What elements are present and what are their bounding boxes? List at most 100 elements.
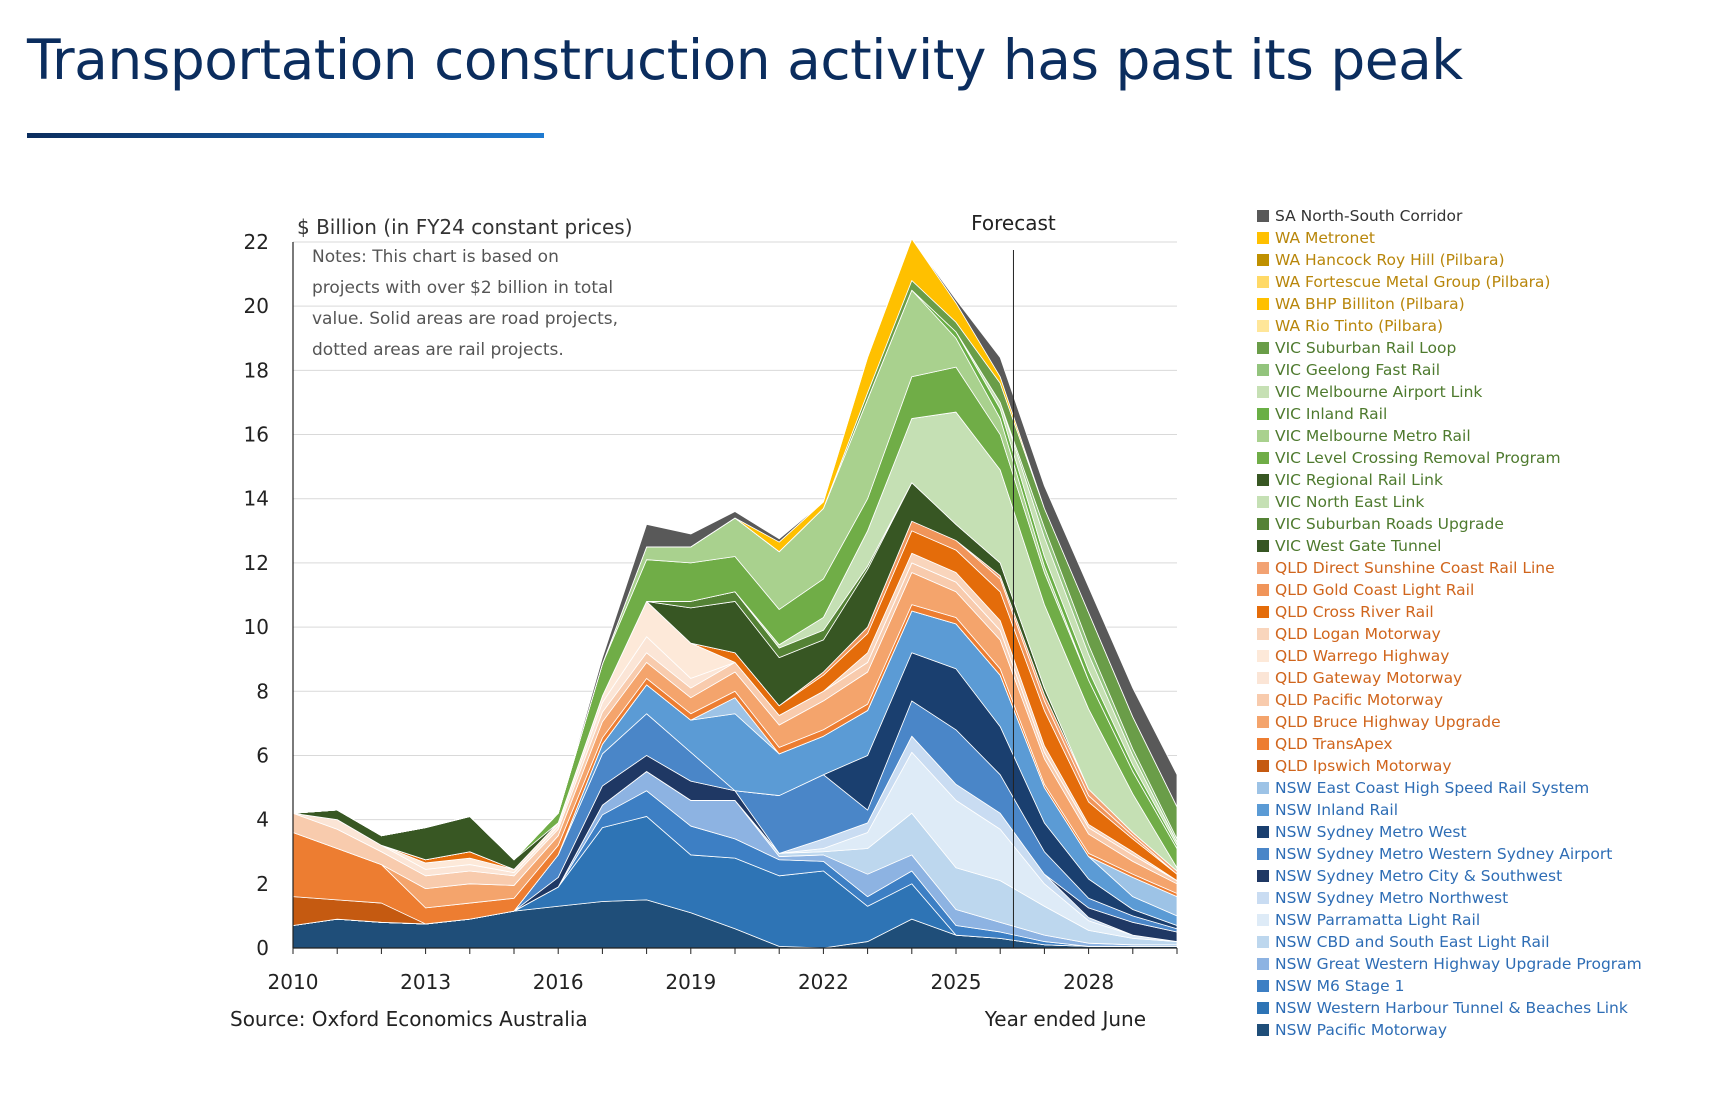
x-tick-label: 2013 bbox=[400, 970, 451, 994]
legend-item-qld-gateway-motorway: QLD Gateway Motorway bbox=[1257, 667, 1642, 689]
legend-label: QLD TransApex bbox=[1275, 735, 1393, 753]
legend-item-vic-west-gate-tunnel: VIC West Gate Tunnel bbox=[1257, 535, 1642, 557]
legend-item-qld-gold-coast-light-rail: QLD Gold Coast Light Rail bbox=[1257, 579, 1642, 601]
legend-label: VIC Regional Rail Link bbox=[1275, 471, 1443, 489]
legend-swatch bbox=[1257, 1024, 1269, 1036]
x-tick-label: 2016 bbox=[533, 970, 584, 994]
legend-item-vic-melbourne-airport-link: VIC Melbourne Airport Link bbox=[1257, 381, 1642, 403]
legend-item-qld-ipswich-motorway: QLD Ipswich Motorway bbox=[1257, 755, 1642, 777]
legend-label: VIC Suburban Rail Loop bbox=[1275, 339, 1457, 357]
chart-notes: Notes: This chart is based on projects wi… bbox=[312, 247, 618, 360]
legend-swatch bbox=[1257, 804, 1269, 816]
legend-label: WA Fortescue Metal Group (Pilbara) bbox=[1275, 273, 1551, 291]
legend-swatch bbox=[1257, 760, 1269, 772]
y-tick-label: 20 bbox=[244, 294, 269, 318]
legend-item-nsw-great-western-highway-upgrade-program: NSW Great Western Highway Upgrade Progra… bbox=[1257, 953, 1642, 975]
legend-item-wa-metronet: WA Metronet bbox=[1257, 227, 1642, 249]
legend-label: QLD Bruce Highway Upgrade bbox=[1275, 713, 1501, 731]
legend-label: QLD Logan Motorway bbox=[1275, 625, 1441, 643]
legend-item-nsw-sydney-metro-western-sydney-airport: NSW Sydney Metro Western Sydney Airport bbox=[1257, 843, 1642, 865]
x-tick-label: 2022 bbox=[798, 970, 849, 994]
legend-label: NSW M6 Stage 1 bbox=[1275, 977, 1405, 995]
legend-swatch bbox=[1257, 914, 1269, 926]
legend-swatch bbox=[1257, 496, 1269, 508]
legend-label: NSW Sydney Metro Western Sydney Airport bbox=[1275, 845, 1613, 863]
legend-swatch bbox=[1257, 474, 1269, 486]
legend-swatch bbox=[1257, 342, 1269, 354]
x-tick-label: 2028 bbox=[1063, 970, 1114, 994]
legend-item-nsw-pacific-motorway: NSW Pacific Motorway bbox=[1257, 1019, 1642, 1041]
title-underline bbox=[27, 133, 544, 138]
legend-label: VIC Geelong Fast Rail bbox=[1275, 361, 1440, 379]
legend-swatch bbox=[1257, 716, 1269, 728]
legend-item-vic-level-crossing-removal-program: VIC Level Crossing Removal Program bbox=[1257, 447, 1642, 469]
x-tick-label: 2019 bbox=[665, 970, 716, 994]
legend-item-qld-cross-river-rail: QLD Cross River Rail bbox=[1257, 601, 1642, 623]
legend-label: NSW Sydney Metro City & Southwest bbox=[1275, 867, 1563, 885]
legend-swatch bbox=[1257, 782, 1269, 794]
legend-item-nsw-parramatta-light-rail: NSW Parramatta Light Rail bbox=[1257, 909, 1642, 931]
legend-item-vic-inland-rail: VIC Inland Rail bbox=[1257, 403, 1642, 425]
legend-swatch bbox=[1257, 848, 1269, 860]
legend-label: NSW Sydney Metro Northwest bbox=[1275, 889, 1509, 907]
legend-item-nsw-inland-rail: NSW Inland Rail bbox=[1257, 799, 1642, 821]
legend-label: VIC Melbourne Metro Rail bbox=[1275, 427, 1471, 445]
legend-swatch bbox=[1257, 672, 1269, 684]
legend-label: NSW Inland Rail bbox=[1275, 801, 1399, 819]
legend-item-nsw-sydney-metro-west: NSW Sydney Metro West bbox=[1257, 821, 1642, 843]
legend-swatch bbox=[1257, 584, 1269, 596]
legend-item-qld-direct-sunshine-coast-rail-line: QLD Direct Sunshine Coast Rail Line bbox=[1257, 557, 1642, 579]
legend-swatch bbox=[1257, 210, 1269, 222]
x-tick-label: 2010 bbox=[268, 970, 319, 994]
legend-swatch bbox=[1257, 650, 1269, 662]
legend-item-nsw-cbd-and-south-east-light-rail: NSW CBD and South East Light Rail bbox=[1257, 931, 1642, 953]
y-tick-label: 6 bbox=[256, 743, 269, 767]
legend-swatch bbox=[1257, 364, 1269, 376]
legend-swatch bbox=[1257, 254, 1269, 266]
legend-item-vic-melbourne-metro-rail: VIC Melbourne Metro Rail bbox=[1257, 425, 1642, 447]
legend-label: NSW Great Western Highway Upgrade Progra… bbox=[1275, 955, 1642, 973]
y-tick-label: 14 bbox=[244, 487, 269, 511]
legend-swatch bbox=[1257, 738, 1269, 750]
legend-swatch bbox=[1257, 518, 1269, 530]
area-sa-north-south-corridor bbox=[292, 238, 1178, 861]
legend-label: VIC Inland Rail bbox=[1275, 405, 1388, 423]
legend-item-qld-logan-motorway: QLD Logan Motorway bbox=[1257, 623, 1642, 645]
y-tick-label: 16 bbox=[244, 423, 269, 447]
legend-swatch bbox=[1257, 694, 1269, 706]
legend-item-wa-bhp-billiton-pilbara: WA BHP Billiton (Pilbara) bbox=[1257, 293, 1642, 315]
legend-item-vic-geelong-fast-rail: VIC Geelong Fast Rail bbox=[1257, 359, 1642, 381]
x-tick-label: 2025 bbox=[931, 970, 982, 994]
legend-item-nsw-sydney-metro-city-southwest: NSW Sydney Metro City & Southwest bbox=[1257, 865, 1642, 887]
legend-label: WA Rio Tinto (Pilbara) bbox=[1275, 317, 1444, 335]
legend-item-wa-fortescue-metal-group-pilbara: WA Fortescue Metal Group (Pilbara) bbox=[1257, 271, 1642, 293]
legend-item-vic-regional-rail-link: VIC Regional Rail Link bbox=[1257, 469, 1642, 491]
legend-item-vic-suburban-roads-upgrade: VIC Suburban Roads Upgrade bbox=[1257, 513, 1642, 535]
legend-swatch bbox=[1257, 408, 1269, 420]
y-tick-label: 2 bbox=[256, 872, 269, 896]
legend-swatch bbox=[1257, 958, 1269, 970]
forecast-label: Forecast bbox=[971, 211, 1056, 235]
legend-label: VIC West Gate Tunnel bbox=[1275, 537, 1442, 555]
legend-item-nsw-sydney-metro-northwest: NSW Sydney Metro Northwest bbox=[1257, 887, 1642, 909]
legend-item-sa-north-south-corridor: SA North-South Corridor bbox=[1257, 205, 1642, 227]
legend-item-wa-hancock-roy-hill-pilbara: WA Hancock Roy Hill (Pilbara) bbox=[1257, 249, 1642, 271]
legend-swatch bbox=[1257, 606, 1269, 618]
legend-swatch bbox=[1257, 628, 1269, 640]
legend-label: VIC Melbourne Airport Link bbox=[1275, 383, 1483, 401]
y-tick-label: 8 bbox=[256, 679, 269, 703]
legend-item-qld-bruce-highway-upgrade: QLD Bruce Highway Upgrade bbox=[1257, 711, 1642, 733]
legend-label: NSW Parramatta Light Rail bbox=[1275, 911, 1481, 929]
legend-label: VIC Suburban Roads Upgrade bbox=[1275, 515, 1504, 533]
x-axis-label: Year ended June bbox=[984, 1007, 1146, 1031]
legend-item-qld-transapex: QLD TransApex bbox=[1257, 733, 1642, 755]
legend-swatch bbox=[1257, 452, 1269, 464]
legend-item-wa-rio-tinto-pilbara: WA Rio Tinto (Pilbara) bbox=[1257, 315, 1642, 337]
legend-label: NSW CBD and South East Light Rail bbox=[1275, 933, 1550, 951]
legend-item-vic-suburban-rail-loop: VIC Suburban Rail Loop bbox=[1257, 337, 1642, 359]
legend-swatch bbox=[1257, 562, 1269, 574]
page-title: Transportation construction activity has… bbox=[27, 28, 1463, 92]
legend-label: QLD Ipswich Motorway bbox=[1275, 757, 1452, 775]
